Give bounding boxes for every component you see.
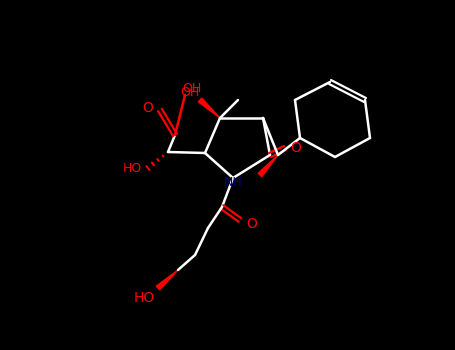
Text: O: O	[291, 141, 301, 155]
Text: OH: OH	[182, 82, 202, 95]
Text: O: O	[247, 217, 258, 231]
Text: HO: HO	[122, 161, 142, 175]
Polygon shape	[157, 270, 178, 290]
Polygon shape	[198, 98, 220, 118]
Polygon shape	[258, 155, 278, 177]
Text: NH: NH	[223, 176, 243, 189]
Text: OH: OH	[180, 85, 200, 98]
Text: O: O	[142, 101, 153, 115]
Text: HO: HO	[133, 291, 155, 305]
